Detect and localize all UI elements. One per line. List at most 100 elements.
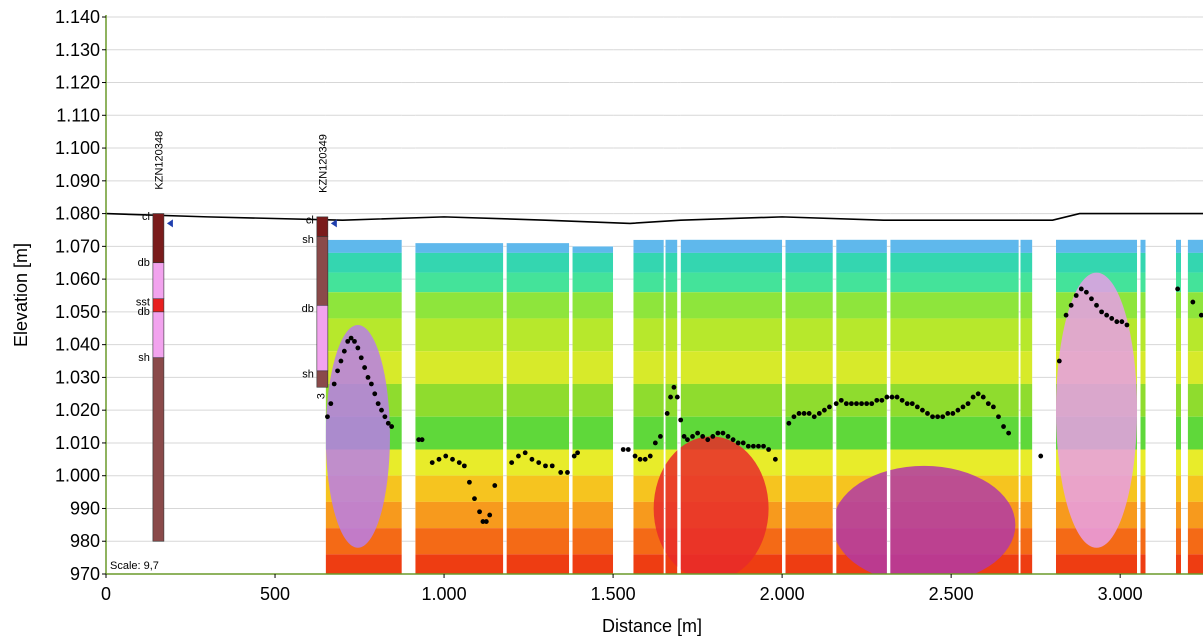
resistivity-cell xyxy=(572,501,614,529)
interface-point xyxy=(816,411,822,416)
interface-point xyxy=(1038,453,1044,459)
resistivity-cell xyxy=(665,351,678,384)
resistivity-cell xyxy=(1175,318,1182,352)
borehole-layer xyxy=(316,236,329,306)
borehole-layer xyxy=(316,305,329,372)
interface-point xyxy=(365,375,371,380)
resistivity-section xyxy=(1140,239,1146,574)
resistivity-cell xyxy=(1175,292,1182,319)
y-tick-label: 1.090 xyxy=(55,171,100,191)
y-tick-label: 970 xyxy=(70,564,100,584)
resistivity-cell xyxy=(785,318,833,352)
resistivity-cell xyxy=(836,416,887,450)
section-gap xyxy=(677,17,681,574)
interface-point xyxy=(975,391,981,397)
interface-point xyxy=(715,430,721,436)
resistivity-anomaly xyxy=(653,436,769,574)
resistivity-cell xyxy=(785,528,833,555)
interface-point xyxy=(362,365,368,370)
resistivity-cell xyxy=(1187,272,1203,293)
interface-point xyxy=(522,450,528,456)
resistivity-cell xyxy=(1140,475,1146,502)
interface-point xyxy=(1089,296,1094,302)
interface-point xyxy=(1124,322,1130,328)
interface-point xyxy=(849,401,854,407)
resistivity-cell xyxy=(415,383,504,417)
y-axis-label: Elevation [m] xyxy=(11,243,31,347)
resistivity-section xyxy=(506,243,570,574)
resistivity-cell xyxy=(890,416,1019,450)
interface-point xyxy=(801,411,807,416)
resistivity-cell xyxy=(1175,449,1182,476)
borehole-layer-label: db xyxy=(302,303,314,315)
interface-point xyxy=(443,453,449,459)
resistivity-cell xyxy=(836,449,887,476)
y-tick-label: 1.070 xyxy=(55,236,100,256)
interface-point xyxy=(945,411,951,416)
resistivity-cell xyxy=(633,292,664,319)
y-tick-label: 1.080 xyxy=(55,204,100,224)
resistivity-cell xyxy=(325,239,402,253)
interface-point xyxy=(869,401,875,407)
resistivity-cell xyxy=(680,252,783,273)
interface-point xyxy=(1078,286,1084,292)
interface-point xyxy=(1001,424,1006,429)
resistivity-cell xyxy=(572,416,614,450)
resistivity-cell xyxy=(1175,416,1182,450)
y-tick-label: 1.020 xyxy=(55,400,100,420)
resistivity-cell xyxy=(836,252,887,273)
interface-point xyxy=(1114,319,1120,325)
section-gap xyxy=(613,17,634,574)
resistivity-cell xyxy=(836,351,887,384)
interface-point xyxy=(925,411,930,416)
resistivity-cell xyxy=(890,292,1019,319)
resistivity-cell xyxy=(506,475,570,502)
resistivity-cell xyxy=(325,554,402,574)
resistivity-cell xyxy=(785,416,833,450)
resistivity-cell xyxy=(572,554,614,574)
section-gap xyxy=(886,17,891,574)
resistivity-cell xyxy=(572,272,614,293)
interface-point xyxy=(671,384,677,390)
resistivity-cell xyxy=(1020,416,1033,450)
interface-point xyxy=(996,414,1001,420)
interface-point xyxy=(1068,302,1074,308)
resistivity-anomaly xyxy=(325,324,390,548)
resistivity-cell xyxy=(665,318,678,352)
interface-point xyxy=(642,456,648,462)
interface-point xyxy=(328,401,334,407)
interface-point xyxy=(355,345,361,351)
resistivity-cell xyxy=(1140,239,1146,253)
resistivity-cell xyxy=(633,416,664,450)
resistivity-cell xyxy=(572,475,614,502)
resistivity-cell xyxy=(1175,252,1182,273)
section-top-mask xyxy=(572,17,614,247)
terrain-surface xyxy=(106,212,1203,225)
resistivity-cell xyxy=(680,239,783,253)
resistivity-section xyxy=(785,239,833,574)
section-gap xyxy=(1181,17,1188,574)
resistivity-cell xyxy=(1140,351,1146,384)
resistivity-cell xyxy=(785,554,833,574)
resistivity-cell xyxy=(633,554,664,574)
resistivity-cell xyxy=(1187,416,1203,450)
interface-point xyxy=(909,401,915,407)
y-tick-label: 1.030 xyxy=(55,367,100,387)
interface-point xyxy=(678,417,684,423)
resistivity-cell xyxy=(415,475,504,502)
resistivity-cell xyxy=(1187,475,1203,502)
y-tick-label: 1.010 xyxy=(55,433,100,453)
resistivity-cell xyxy=(1140,554,1146,574)
interface-point xyxy=(894,394,900,400)
resistivity-cell xyxy=(572,528,614,555)
interface-point xyxy=(1175,286,1181,292)
interface-point xyxy=(705,437,711,443)
interface-points xyxy=(325,286,1203,524)
resistivity-cell xyxy=(506,528,570,555)
x-tick-label: 1.000 xyxy=(422,584,467,604)
borehole-layer xyxy=(316,216,329,237)
resistivity-cell xyxy=(1140,449,1146,476)
interface-point xyxy=(456,460,462,465)
interface-point xyxy=(492,483,498,488)
interface-point xyxy=(341,348,347,354)
